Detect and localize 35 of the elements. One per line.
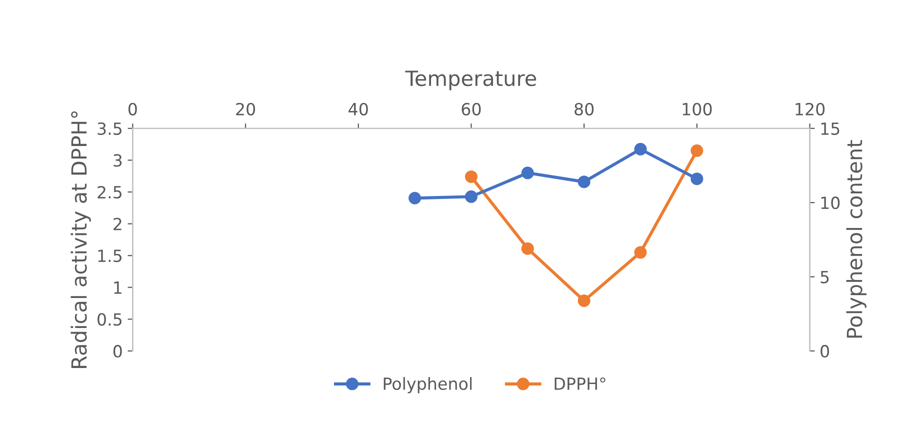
y-axis-title: Radical activity at DPPH° (70, 111, 91, 368)
y-tick-label: 2 (114, 218, 122, 230)
legend-label: DPPH° (554, 377, 606, 390)
y-tick-label: 0.5 (98, 313, 122, 326)
y-tick-label: 0 (113, 344, 122, 358)
y2-tick-label: 0 (820, 344, 829, 358)
x-tick-label: 60 (462, 102, 481, 116)
x-axis-title: Temperature (405, 70, 536, 90)
point (464, 170, 478, 183)
point (464, 190, 478, 203)
x-tick-label: 100 (682, 102, 712, 116)
x-tick-label: 20 (236, 102, 256, 116)
point (690, 144, 704, 157)
point (634, 246, 647, 259)
y-tick-label: 1 (114, 282, 122, 294)
point (521, 242, 534, 255)
y2-tick-label: 15 (821, 122, 840, 135)
legend-label: Polyphenol (384, 377, 472, 394)
y2-tick-label: 5 (820, 270, 829, 284)
point (521, 166, 534, 180)
x-tick-label: 80 (574, 102, 594, 116)
point (690, 172, 704, 186)
point (578, 176, 590, 188)
y-tick-label: 3.5 (98, 122, 122, 135)
x-tick-label: 0 (128, 102, 137, 116)
y-tick-label: 1.5 (98, 250, 122, 262)
point (634, 142, 647, 156)
point (408, 192, 422, 204)
y-tick-label: 3 (114, 154, 122, 167)
y-tick-label: 2.5 (98, 186, 122, 199)
x-tick-label: 120 (796, 102, 825, 116)
y2-tick-label: 10 (821, 196, 840, 210)
y2-axis-title: Polyphenol content (846, 140, 866, 338)
x-tick-label: 40 (348, 102, 368, 116)
point (578, 294, 590, 307)
